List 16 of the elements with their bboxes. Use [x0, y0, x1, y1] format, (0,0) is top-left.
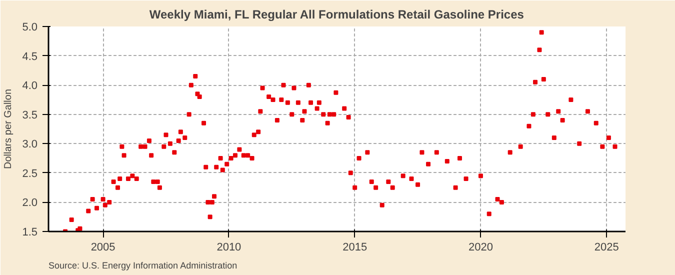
chart-title: Weekly Miami, FL Regular All Formulations Retail Gasoline Prices [149, 8, 524, 22]
y-axis-title: Dollars per Gallon [3, 88, 14, 170]
x-tick-label: 2015 [342, 242, 368, 254]
x-tick-label: 2020 [468, 242, 493, 254]
y-tick-label: 1.5 [22, 226, 38, 238]
x-tick-label: 2010 [216, 242, 242, 254]
y-tick-label: 2.5 [22, 168, 38, 180]
y-tick-label: 5.0 [22, 22, 38, 34]
y-tick-label: 3.0 [22, 138, 38, 151]
source-note: Source: U.S. Energy Information Administration [48, 260, 238, 270]
y-tick-label: 4.0 [22, 80, 38, 92]
x-tick-label: 2025 [594, 242, 619, 254]
x-tick-label: 2005 [90, 242, 116, 254]
y-tick-label: 3.5 [22, 109, 38, 122]
y-tick-label: 4.5 [22, 50, 38, 63]
y-tick-label: 2.0 [22, 197, 38, 210]
